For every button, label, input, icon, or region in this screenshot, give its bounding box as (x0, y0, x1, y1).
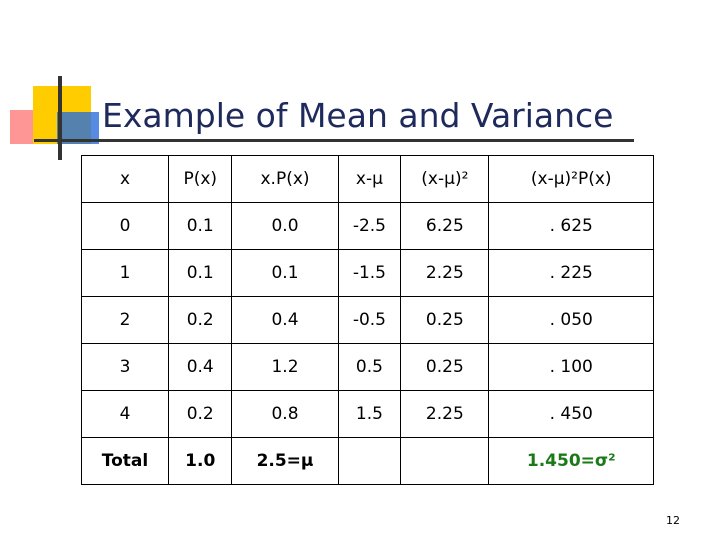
decor-vertical-line (58, 76, 62, 160)
table-cell: 0.4 (168, 343, 233, 391)
table-cell: . 450 (488, 390, 654, 438)
header-cell: (x-μ)²P(x) (488, 155, 654, 203)
table-header-row: x P(x) x.P(x) x-μ (x-μ)² (x-μ)²P(x) (80, 155, 654, 203)
table-cell: 0.0 (231, 202, 339, 250)
table-cell: -2.5 (337, 202, 402, 250)
table-cell: 2 (80, 296, 170, 344)
table-cell: 0.8 (231, 390, 339, 438)
table-cell: 0.2 (168, 296, 233, 344)
total-probability-cell: 1.0 (168, 437, 233, 485)
table-cell: . 625 (488, 202, 654, 250)
header-cell: x.P(x) (231, 155, 339, 203)
table-cell: 2.25 (400, 390, 490, 438)
title-underline (34, 139, 634, 142)
header-cell: x (80, 155, 170, 203)
table-row: 4 0.2 0.8 1.5 2.25 . 450 (80, 390, 654, 438)
table-cell: 0.1 (168, 202, 233, 250)
table-cell: 0.5 (337, 343, 402, 391)
table-cell: 1 (80, 249, 170, 297)
table-cell: -1.5 (337, 249, 402, 297)
slide-title: Example of Mean and Variance (102, 96, 614, 135)
table-cell: . 050 (488, 296, 654, 344)
header-cell: P(x) (168, 155, 233, 203)
total-variance-cell: 1.450=σ² (488, 437, 654, 485)
table-cell-empty (400, 437, 490, 485)
decor-blue-block (57, 112, 99, 144)
header-cell: (x-μ)² (400, 155, 490, 203)
table-cell: 6.25 (400, 202, 490, 250)
mean-variance-table: x P(x) x.P(x) x-μ (x-μ)² (x-μ)²P(x) 0 0.… (80, 155, 654, 485)
table-cell: 2.25 (400, 249, 490, 297)
table-row: 1 0.1 0.1 -1.5 2.25 . 225 (80, 249, 654, 297)
table-total-row: Total 1.0 2.5=μ 1.450=σ² (80, 437, 654, 485)
table-cell: 0.4 (231, 296, 339, 344)
table-cell: -0.5 (337, 296, 402, 344)
table-cell: 3 (80, 343, 170, 391)
page-number: 12 (666, 514, 680, 527)
table-cell: . 100 (488, 343, 654, 391)
table-cell: 0.2 (168, 390, 233, 438)
table-row: 3 0.4 1.2 0.5 0.25 . 100 (80, 343, 654, 391)
table-cell: 0.25 (400, 343, 490, 391)
table-cell: 1.2 (231, 343, 339, 391)
table-cell: 1.5 (337, 390, 402, 438)
table-cell: 0.1 (231, 249, 339, 297)
table-cell: . 225 (488, 249, 654, 297)
total-mean-cell: 2.5=μ (231, 437, 339, 485)
header-cell: x-μ (337, 155, 402, 203)
total-label-cell: Total (80, 437, 170, 485)
table-cell: 4 (80, 390, 170, 438)
table-cell: 0.25 (400, 296, 490, 344)
table-row: 0 0.1 0.0 -2.5 6.25 . 625 (80, 202, 654, 250)
table-cell: 0.1 (168, 249, 233, 297)
table-cell-empty (337, 437, 402, 485)
table-cell: 0 (80, 202, 170, 250)
table-row: 2 0.2 0.4 -0.5 0.25 . 050 (80, 296, 654, 344)
